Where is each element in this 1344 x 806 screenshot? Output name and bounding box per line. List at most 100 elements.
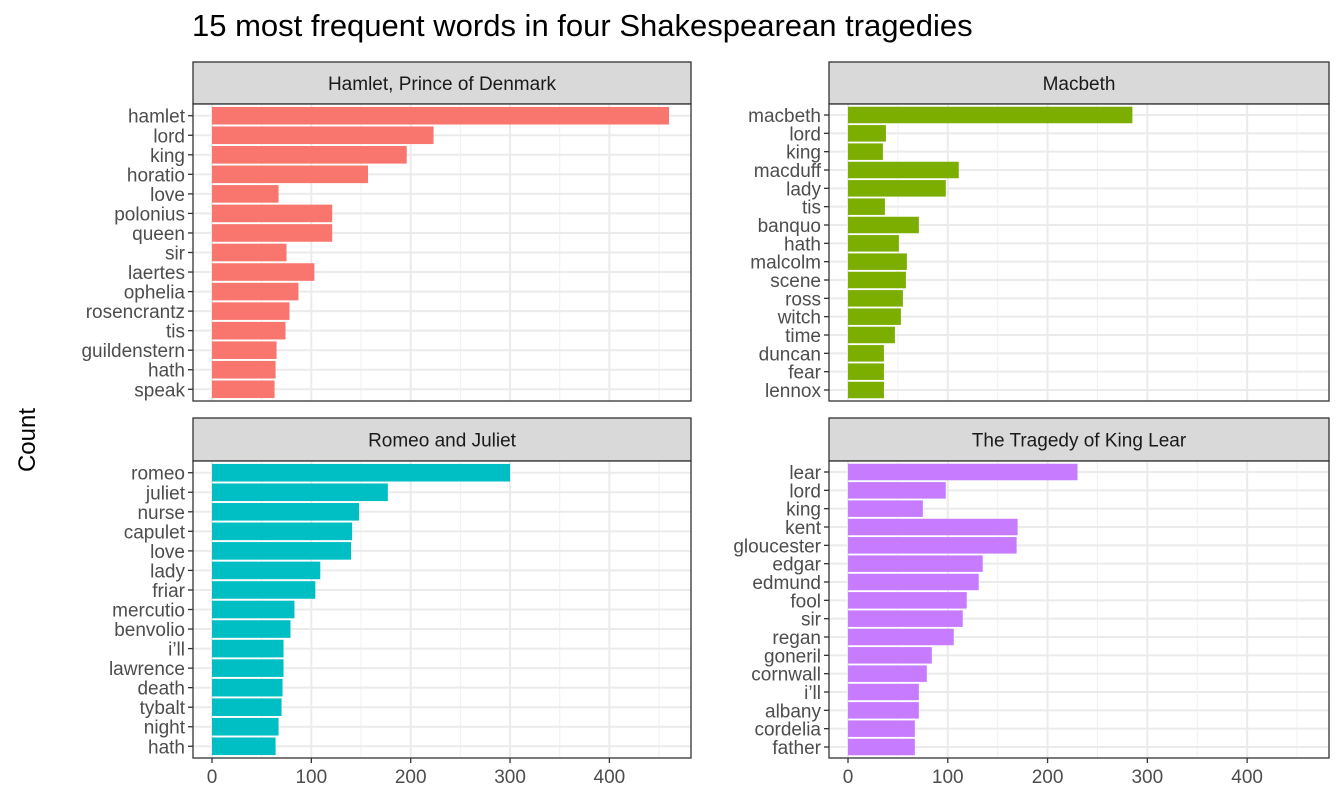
bar-ophelia [212,282,299,301]
bar-cordelia [848,720,915,737]
bar-witch [848,308,901,325]
facet-panel: Romeo and Julietromeojulietnursecapuletl… [109,417,692,788]
y-tick-label: scene [770,271,821,292]
y-tick-label: sir [801,610,822,631]
y-tick-label: kent [785,518,822,539]
x-tick-label: 300 [494,767,526,788]
facet-strip [192,61,692,105]
bar-night [212,717,279,736]
bar-tis [848,198,885,215]
y-tick-label: edgar [772,555,821,576]
bar-time [848,326,895,344]
y-tick-label: fool [790,591,821,612]
bar-banquo [848,216,919,234]
bar-tis [212,321,286,340]
bar-lear [848,463,1078,481]
bar-lennox [848,381,884,399]
y-tick-label: benvolio [114,620,185,641]
y-tick-label: lord [789,481,821,502]
y-tick-label: cordelia [754,720,821,741]
y-tick-label: i’ll [804,683,821,704]
y-tick-label: death [137,679,185,700]
y-tick-label: hath [148,737,185,758]
y-tick-label: sir [165,244,186,265]
facet-panel: Hamlet, Prince of Denmarkhamletlordkingh… [81,61,692,402]
y-tick-label: guildenstern [81,341,185,362]
x-tick-label: 100 [295,767,327,788]
y-tick-label: tis [166,322,185,343]
y-tick-label: banquo [758,216,821,237]
y-tick-label: love [150,542,185,563]
y-tick-label: rosencrantz [86,302,185,323]
bar-mercutio [212,600,295,619]
bar-nurse [212,503,360,521]
y-tick-label: king [786,143,821,164]
y-tick-label: speak [134,380,185,401]
bar-ross [848,290,903,307]
bar-regan [848,628,954,646]
bar-lord [212,126,434,145]
y-tick-label: king [150,146,185,167]
bar-laertes [212,263,315,281]
bar-juliet [212,483,388,502]
bar-hath [848,235,899,252]
y-tick-label: lawrence [109,659,185,680]
bar-edmund [848,573,979,591]
y-tick-label: gloucester [733,536,821,557]
bar-fool [848,592,967,609]
bar-edgar [848,555,983,572]
y-tick-label: lord [153,126,185,147]
panel-border [828,460,1330,759]
y-tick-label: tis [802,198,821,219]
y-axis-label: Count [14,408,41,472]
bar-hath [212,360,276,379]
y-tick-label: malcolm [750,253,821,274]
y-tick-label: hath [784,234,821,255]
bar-lady [212,561,321,580]
bar-friar [212,581,316,599]
bar-guildenstern [212,341,277,359]
y-tick-label: lady [786,179,821,200]
x-tick-label: 0 [843,767,854,788]
bar-duncan [848,345,884,362]
y-tick-label: tybalt [140,698,186,719]
panel-border [828,103,1330,402]
facet-strip [828,61,1330,105]
x-tick-label: 200 [1032,767,1064,788]
bar-sir [212,243,287,262]
x-tick-label: 200 [395,767,427,788]
facet-panel: The Tragedy of King Lear learlordkingkent… [733,417,1330,788]
bar-hath [212,737,276,756]
y-tick-label: king [786,500,821,521]
y-tick-label: night [144,718,186,739]
y-tick-label: macduff [754,161,822,182]
facet-strip-label: Romeo and Juliet [368,431,517,452]
y-tick-label: love [150,185,185,206]
y-tick-label: macbeth [748,106,821,127]
bar-speak [212,380,275,399]
bar-horatio [212,165,368,184]
bar-lawrence [212,659,284,677]
y-tick-label: father [772,738,821,759]
x-tick-label: 100 [932,767,964,788]
y-tick-label: fear [788,363,821,384]
y-tick-label: i’ll [168,640,185,661]
bar-albany [848,702,919,719]
panel-border [192,460,692,759]
y-tick-label: duncan [759,344,821,365]
y-tick-label: regan [772,628,821,649]
x-tick-label: 300 [1131,767,1163,788]
y-tick-label: cornwall [751,665,821,686]
bar-rosencrantz [212,302,290,320]
y-tick-label: friar [152,581,185,602]
y-tick-label: laertes [128,263,185,284]
bar-scene [848,271,906,289]
y-tick-label: hamlet [128,107,186,128]
bar-king [212,146,407,164]
bar-queen [212,224,333,242]
y-tick-label: time [785,326,821,347]
y-tick-label: polonius [114,204,185,225]
y-tick-label: nurse [137,503,185,524]
y-tick-label: witch [777,308,821,329]
bar-fear [848,363,884,380]
